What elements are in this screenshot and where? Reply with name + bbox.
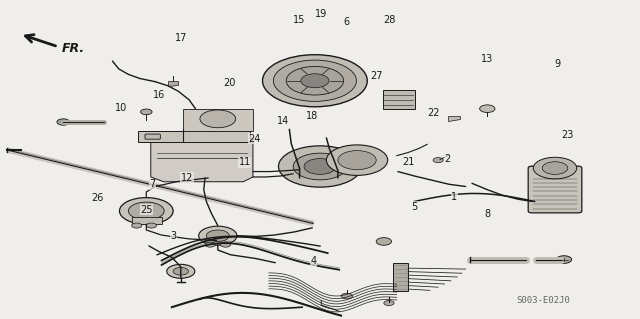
Text: 24: 24	[249, 134, 261, 144]
Text: 15: 15	[293, 15, 306, 26]
Text: 20: 20	[223, 78, 236, 88]
Circle shape	[57, 119, 70, 125]
Text: 2: 2	[445, 154, 451, 164]
Circle shape	[206, 230, 229, 241]
Circle shape	[384, 300, 394, 306]
Polygon shape	[394, 263, 408, 291]
Text: 28: 28	[383, 15, 395, 26]
FancyBboxPatch shape	[145, 134, 161, 139]
Polygon shape	[182, 109, 253, 131]
Text: 13: 13	[481, 55, 493, 64]
Circle shape	[286, 66, 344, 95]
Circle shape	[304, 159, 336, 174]
Circle shape	[147, 223, 157, 228]
Circle shape	[376, 238, 392, 245]
Text: 21: 21	[402, 157, 414, 167]
Text: 10: 10	[115, 103, 127, 113]
Text: 25: 25	[140, 205, 152, 215]
Text: 14: 14	[277, 116, 289, 126]
Circle shape	[301, 74, 329, 88]
Circle shape	[129, 202, 164, 220]
Polygon shape	[151, 133, 253, 182]
Text: 11: 11	[239, 157, 251, 167]
Circle shape	[338, 151, 376, 170]
Circle shape	[433, 158, 444, 163]
Circle shape	[220, 242, 230, 247]
Text: 27: 27	[370, 71, 383, 81]
Circle shape	[173, 268, 188, 275]
Circle shape	[533, 157, 577, 179]
Text: FR.: FR.	[61, 42, 84, 55]
Circle shape	[326, 145, 388, 175]
Circle shape	[542, 162, 568, 174]
FancyBboxPatch shape	[528, 166, 582, 213]
Text: 16: 16	[153, 90, 165, 100]
Circle shape	[479, 105, 495, 113]
Text: 23: 23	[561, 130, 574, 140]
Circle shape	[120, 197, 173, 224]
Circle shape	[341, 293, 353, 299]
Circle shape	[278, 146, 362, 187]
Polygon shape	[168, 81, 178, 86]
Polygon shape	[138, 131, 250, 142]
Circle shape	[132, 223, 142, 228]
Circle shape	[205, 242, 215, 247]
Circle shape	[556, 256, 572, 263]
Text: 9: 9	[554, 59, 561, 69]
Circle shape	[200, 110, 236, 128]
Circle shape	[198, 226, 237, 245]
Text: 18: 18	[306, 111, 319, 121]
Text: 17: 17	[175, 33, 187, 43]
Polygon shape	[448, 116, 461, 121]
Circle shape	[167, 264, 195, 278]
Circle shape	[141, 109, 152, 115]
Circle shape	[293, 153, 347, 180]
Circle shape	[262, 55, 367, 107]
Text: 1: 1	[451, 192, 457, 202]
Text: 3: 3	[170, 231, 176, 241]
Text: 19: 19	[315, 9, 328, 19]
Text: 7: 7	[150, 179, 156, 189]
Polygon shape	[383, 90, 415, 109]
Text: 12: 12	[181, 173, 193, 183]
Text: 8: 8	[484, 209, 490, 219]
Text: 6: 6	[344, 17, 350, 27]
Text: 26: 26	[92, 193, 104, 203]
Text: 5: 5	[412, 202, 418, 211]
Text: 4: 4	[310, 256, 317, 266]
Polygon shape	[132, 217, 162, 224]
Circle shape	[273, 60, 356, 101]
Text: 22: 22	[428, 108, 440, 118]
Text: S003-E02J0: S003-E02J0	[516, 296, 570, 305]
